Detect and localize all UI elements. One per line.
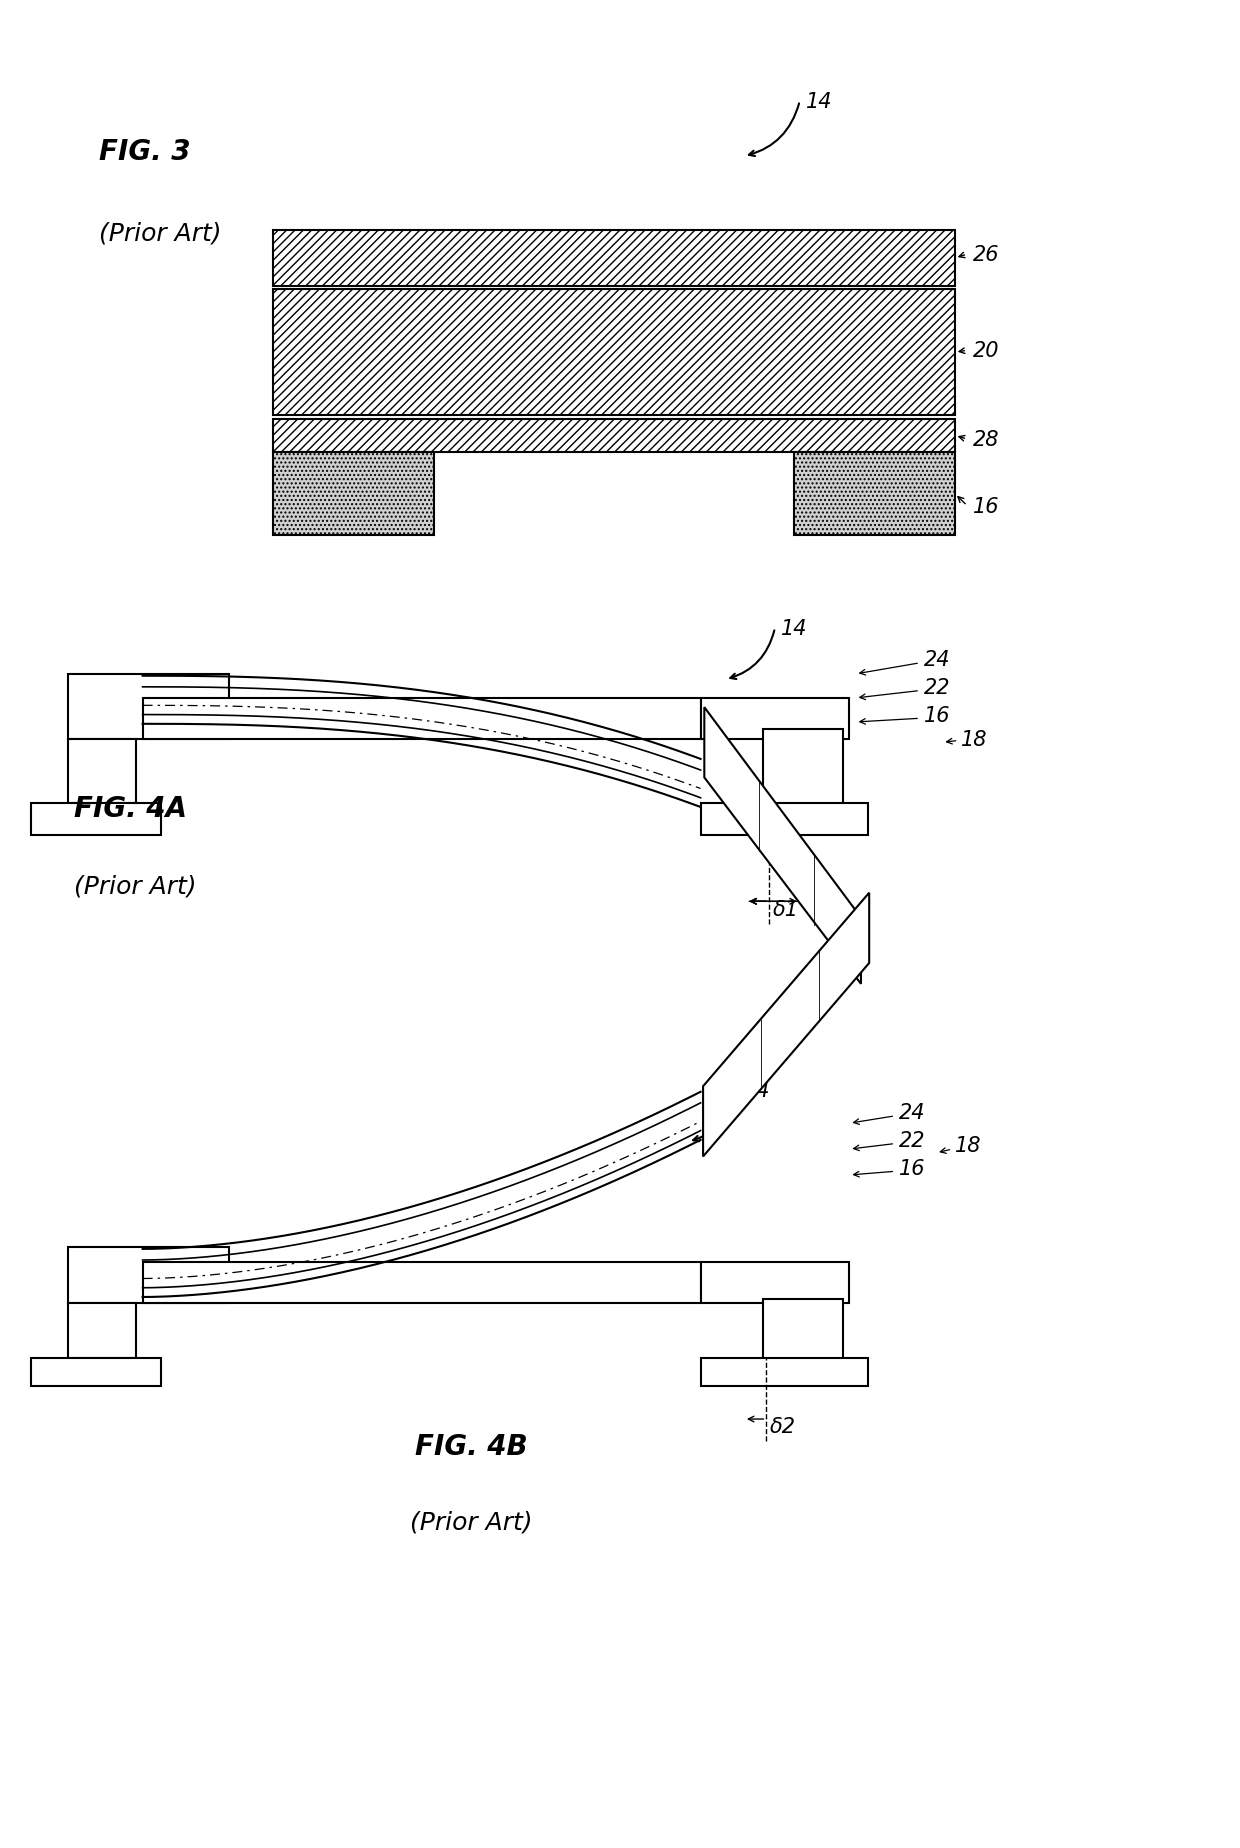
Bar [763,730,843,813]
Text: FIG. 4A: FIG. 4A [74,795,187,822]
Text: (Prior Art): (Prior Art) [99,222,222,246]
Text: 16: 16 [899,1159,925,1177]
Bar [68,1303,136,1358]
Text: (Prior Art): (Prior Art) [74,874,197,898]
Bar [68,739,136,804]
Text: 24: 24 [924,650,950,669]
Text: 22: 22 [899,1131,925,1149]
Bar [273,290,955,416]
Bar [143,1262,701,1303]
Bar [273,453,434,536]
Polygon shape [704,708,861,985]
Polygon shape [703,893,869,1157]
Bar [68,1247,229,1303]
Bar [273,231,955,286]
Text: 16: 16 [973,497,999,516]
Text: FIG. 4B: FIG. 4B [415,1432,527,1460]
Bar [701,1262,849,1303]
Text: 16: 16 [924,706,950,724]
Text: 14: 14 [781,619,807,638]
Bar [31,1358,161,1386]
Bar [794,453,955,536]
Text: 26: 26 [973,246,999,264]
Bar [763,1299,843,1377]
Bar [701,804,868,835]
Bar [273,419,955,453]
Bar [701,1358,868,1386]
Bar [143,699,701,739]
Bar [68,675,229,739]
Text: 14: 14 [806,92,832,111]
Text: 18: 18 [955,1137,981,1155]
Text: FIG. 3: FIG. 3 [99,139,191,166]
Text: δ1: δ1 [773,900,799,918]
Text: 18: 18 [961,730,987,748]
Text: 28: 28 [973,431,999,449]
Text: 22: 22 [924,678,950,697]
Text: 20: 20 [973,342,999,360]
Text: 14: 14 [744,1081,770,1100]
Text: 24: 24 [899,1103,925,1122]
Text: δ2: δ2 [770,1417,796,1436]
Text: (Prior Art): (Prior Art) [410,1510,532,1534]
Bar [31,804,161,835]
Bar [701,699,849,739]
